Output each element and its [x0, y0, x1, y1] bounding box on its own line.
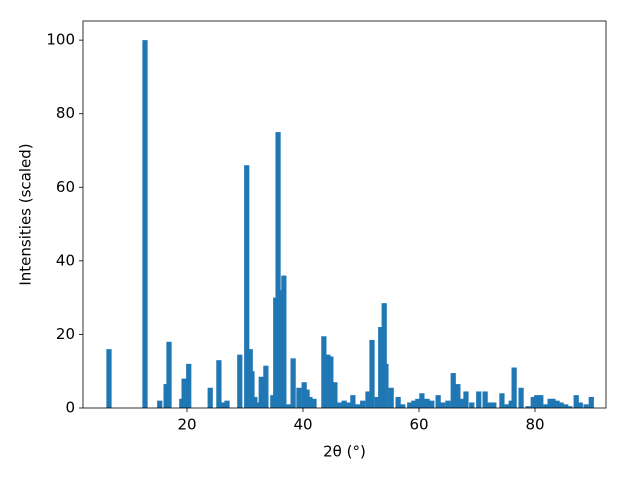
y-tick-label: 0	[65, 399, 75, 417]
bar	[321, 336, 327, 408]
bar	[388, 387, 394, 408]
y-tick-label: 20	[56, 325, 75, 343]
bar	[411, 400, 417, 408]
bar	[341, 400, 347, 408]
bar	[337, 402, 343, 408]
bar	[325, 354, 331, 408]
bar	[369, 339, 375, 408]
bar	[573, 395, 579, 408]
y-axis-label: Intensities (scaled)	[17, 143, 35, 285]
bar	[518, 387, 524, 408]
bar	[254, 402, 260, 408]
bar	[301, 382, 307, 408]
axes-frame	[82, 20, 607, 409]
bar	[237, 354, 243, 408]
bar	[381, 303, 387, 408]
bar	[332, 382, 338, 408]
bar	[547, 398, 553, 408]
bar	[463, 391, 469, 408]
bar	[311, 398, 317, 408]
bar	[345, 402, 351, 408]
bar	[499, 393, 505, 408]
x-tick-label: 40	[293, 416, 312, 434]
bar	[508, 400, 514, 408]
bar	[360, 400, 366, 408]
bar	[186, 363, 192, 408]
bar	[400, 404, 406, 408]
bar	[543, 404, 549, 408]
bar	[207, 387, 213, 408]
bar	[415, 398, 421, 408]
bar	[395, 396, 401, 408]
bar	[378, 327, 384, 408]
bar	[106, 349, 112, 408]
bar	[157, 400, 163, 408]
bar	[530, 396, 536, 408]
bar	[419, 393, 425, 408]
bar	[365, 391, 371, 408]
bar	[550, 398, 556, 408]
bar	[328, 356, 334, 408]
bar	[263, 365, 269, 408]
bar	[424, 398, 430, 408]
bar	[450, 373, 456, 408]
x-tick-label: 60	[409, 416, 428, 434]
y-tick-label: 60	[56, 178, 75, 196]
bar	[383, 363, 389, 408]
bar	[355, 404, 361, 408]
bar	[577, 402, 583, 408]
bar	[163, 384, 169, 408]
bar	[534, 395, 540, 408]
bar	[350, 395, 356, 408]
bar	[285, 404, 291, 408]
bar	[476, 391, 482, 408]
bar	[563, 404, 569, 408]
bar	[281, 275, 287, 408]
bar	[374, 396, 380, 408]
bar	[275, 132, 281, 408]
bar	[445, 400, 451, 408]
y-tick-label: 100	[46, 31, 75, 49]
bar	[270, 395, 276, 408]
x-tick-label: 80	[525, 416, 544, 434]
bar	[487, 402, 493, 408]
bar	[538, 395, 544, 408]
y-tick-label: 80	[56, 104, 75, 122]
bar	[304, 389, 310, 408]
bar	[435, 395, 441, 408]
bar	[455, 384, 461, 408]
bar	[583, 404, 589, 408]
bar	[459, 398, 465, 408]
bar	[216, 360, 222, 408]
bar	[224, 400, 230, 408]
bar	[244, 165, 250, 408]
bar	[567, 406, 573, 408]
bar	[558, 402, 564, 408]
bar	[407, 402, 413, 408]
bar	[296, 387, 302, 408]
bar	[220, 402, 226, 408]
bar	[429, 400, 435, 408]
bar	[491, 402, 497, 408]
bar	[482, 391, 488, 408]
y-tick-label: 40	[56, 251, 75, 269]
bar	[307, 396, 313, 408]
bar	[166, 341, 172, 408]
x-tick-label: 20	[177, 416, 196, 434]
bar	[258, 376, 264, 408]
bar	[511, 367, 517, 408]
bar	[290, 358, 296, 408]
bar	[249, 371, 255, 408]
x-axis-label: 2θ (°)	[323, 443, 366, 461]
bar	[440, 402, 446, 408]
bar	[181, 378, 187, 408]
bar	[588, 396, 594, 408]
plot-area	[106, 40, 594, 409]
bar	[142, 40, 148, 409]
bar	[525, 406, 531, 408]
bar	[469, 402, 475, 408]
bar	[554, 400, 560, 408]
bar	[504, 404, 510, 408]
